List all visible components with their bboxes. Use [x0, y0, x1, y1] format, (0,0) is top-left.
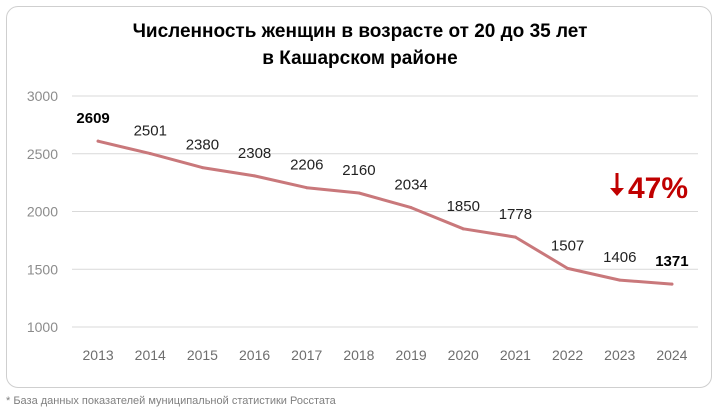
data-label: 2160	[342, 162, 375, 179]
x-tick-label: 2017	[291, 347, 322, 363]
chart-title-line-2: в Кашарском районе	[262, 48, 458, 69]
x-tick-label: 2024	[656, 347, 687, 363]
change-percent-label: 47%	[628, 172, 688, 205]
data-point	[357, 191, 361, 195]
y-tick-label: 2000	[27, 204, 58, 220]
data-label: 2609	[76, 110, 109, 127]
data-point	[409, 206, 413, 210]
data-point	[618, 278, 622, 282]
x-tick-label: 2021	[500, 347, 531, 363]
data-point	[566, 266, 570, 270]
x-tick-label: 2023	[604, 347, 635, 363]
data-label: 2034	[394, 177, 427, 194]
down-arrow-head-icon	[610, 188, 624, 196]
data-point	[670, 282, 674, 286]
x-tick-label: 2015	[187, 347, 218, 363]
data-point	[253, 174, 257, 178]
data-point	[96, 139, 100, 143]
series-line	[96, 139, 674, 286]
data-label: 1371	[655, 253, 688, 270]
chart-title-line-1: Численность женщин в возрасте от 20 до 3…	[132, 21, 588, 42]
source-footnote: * База данных показателей муниципальной …	[6, 395, 336, 407]
data-label: 2380	[186, 137, 219, 154]
data-label: 1406	[603, 249, 636, 266]
data-point	[200, 166, 204, 170]
x-tick-label: 2019	[396, 347, 427, 363]
y-tick-label: 2500	[27, 146, 58, 162]
x-tick-label: 2013	[83, 347, 114, 363]
data-label: 1507	[551, 237, 584, 254]
x-tick-label: 2016	[239, 347, 270, 363]
data-label: 2308	[238, 145, 271, 162]
y-tick-label: 1500	[27, 261, 58, 277]
data-point	[148, 152, 152, 156]
data-label: 2501	[134, 123, 167, 140]
data-label: 2206	[290, 157, 323, 174]
data-point	[513, 235, 517, 239]
chart-title: Численность женщин в возрасте от 20 до 3…	[0, 18, 720, 72]
x-tick-label: 2022	[552, 347, 583, 363]
y-tick-label: 3000	[27, 88, 58, 104]
data-point	[305, 186, 309, 190]
x-tick-label: 2020	[448, 347, 479, 363]
y-tick-label: 1000	[27, 319, 58, 335]
data-point	[461, 227, 465, 231]
data-label: 1850	[447, 198, 480, 215]
chart-card	[6, 6, 712, 388]
data-label: 1778	[499, 206, 532, 223]
x-tick-label: 2014	[135, 347, 166, 363]
x-tick-label: 2018	[343, 347, 374, 363]
